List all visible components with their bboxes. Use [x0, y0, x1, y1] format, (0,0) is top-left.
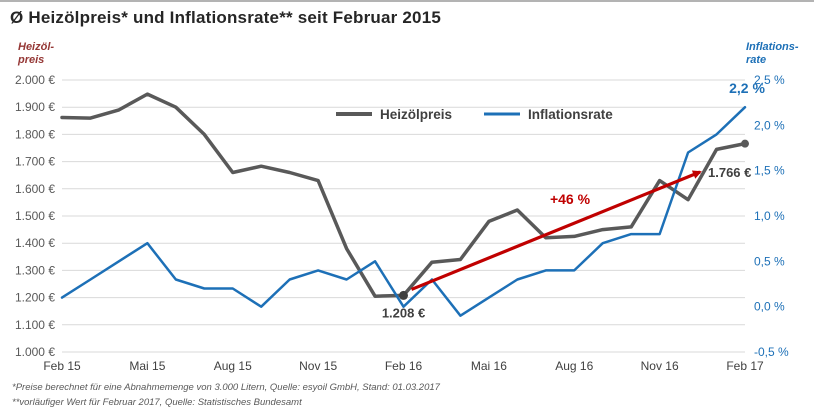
- oil-inflation-chart: 2.000 € 1.900 € 1.800 € 1.700 € 1.600 € 1.500…: [15, 41, 799, 373]
- x-axis-tick-label: Mai 16: [471, 359, 507, 373]
- x-axis-tick-label: Aug 16: [555, 359, 593, 373]
- left-axis-tick-label: 2.000 €: [15, 73, 55, 87]
- oil-end-label: 1.766 €: [708, 165, 751, 180]
- right-axis-tick-label: 2,0 %: [754, 118, 785, 132]
- left-axis-tick-label: 1.800 €: [15, 127, 55, 141]
- legend-item-inflationsrate: Inflationsrate: [484, 107, 613, 122]
- left-axis-tick-label: 1.400 €: [15, 236, 55, 250]
- x-axis-tick-label: Feb 17: [726, 359, 764, 373]
- footnotes: *Preise berechnet für eine Abnahmemenge …: [12, 380, 440, 410]
- x-axis-tick-label: Mai 15: [129, 359, 165, 373]
- footnote-price: *Preise berechnet für eine Abnahmemenge …: [12, 382, 440, 393]
- series-line-inflationsrate: [60, 105, 747, 317]
- legend-label: Inflationsrate: [528, 107, 613, 122]
- oil-low-label: 1.208 €: [382, 305, 425, 320]
- right-axis-tick-label: 1,5 %: [754, 164, 785, 178]
- left-axis-tick-label: 1.600 €: [15, 182, 55, 196]
- oil-low-point: [399, 290, 408, 300]
- x-axis-tick-label: Nov 15: [299, 359, 337, 373]
- right-axis-title: Inflations-rate: [746, 41, 799, 66]
- x-axis-tick-label: Feb 16: [385, 359, 423, 373]
- right-axis-tick-label: 0,0 %: [754, 300, 785, 314]
- legend-label: Heizölpreis: [380, 107, 452, 122]
- footnote-inflation: **vorläufiger Wert für Februar 2017, Que…: [12, 397, 302, 408]
- page-title: Ø Heizölpreis* und Inflationsrate** seit…: [10, 8, 442, 27]
- left-axis-tick-label: 1.300 €: [15, 263, 55, 277]
- right-axis-tick-label: -0,5 %: [754, 345, 789, 359]
- right-axis-tick-label: 0,5 %: [754, 254, 785, 268]
- x-axis-tick-label: Aug 15: [214, 359, 252, 373]
- increase-arrow-label: +46 %: [550, 191, 591, 207]
- x-axis-tick-label: Nov 16: [641, 359, 679, 373]
- left-axis-tick-label: 1.100 €: [15, 318, 55, 332]
- x-axis-tick-label: Feb 15: [43, 359, 81, 373]
- increase-arrow: [410, 170, 702, 291]
- inflation-end-label: 2,2 %: [729, 80, 765, 96]
- left-axis-tick-label: 1.500 €: [15, 209, 55, 223]
- right-axis-tick-label: 2,5 %: [754, 73, 785, 87]
- left-axis-tick-label: 1.000 €: [15, 345, 55, 359]
- legend-item-heizölpreis: Heizölpreis: [336, 107, 452, 122]
- left-axis-title: Heizöl-preis: [17, 41, 54, 66]
- left-axis-tick-label: 1.900 €: [15, 100, 55, 114]
- left-axis-tick-label: 1.700 €: [15, 155, 55, 169]
- right-axis-tick-label: 1,0 %: [754, 209, 785, 223]
- oil-end-point: [741, 139, 749, 148]
- left-axis-tick-label: 1.200 €: [15, 291, 55, 305]
